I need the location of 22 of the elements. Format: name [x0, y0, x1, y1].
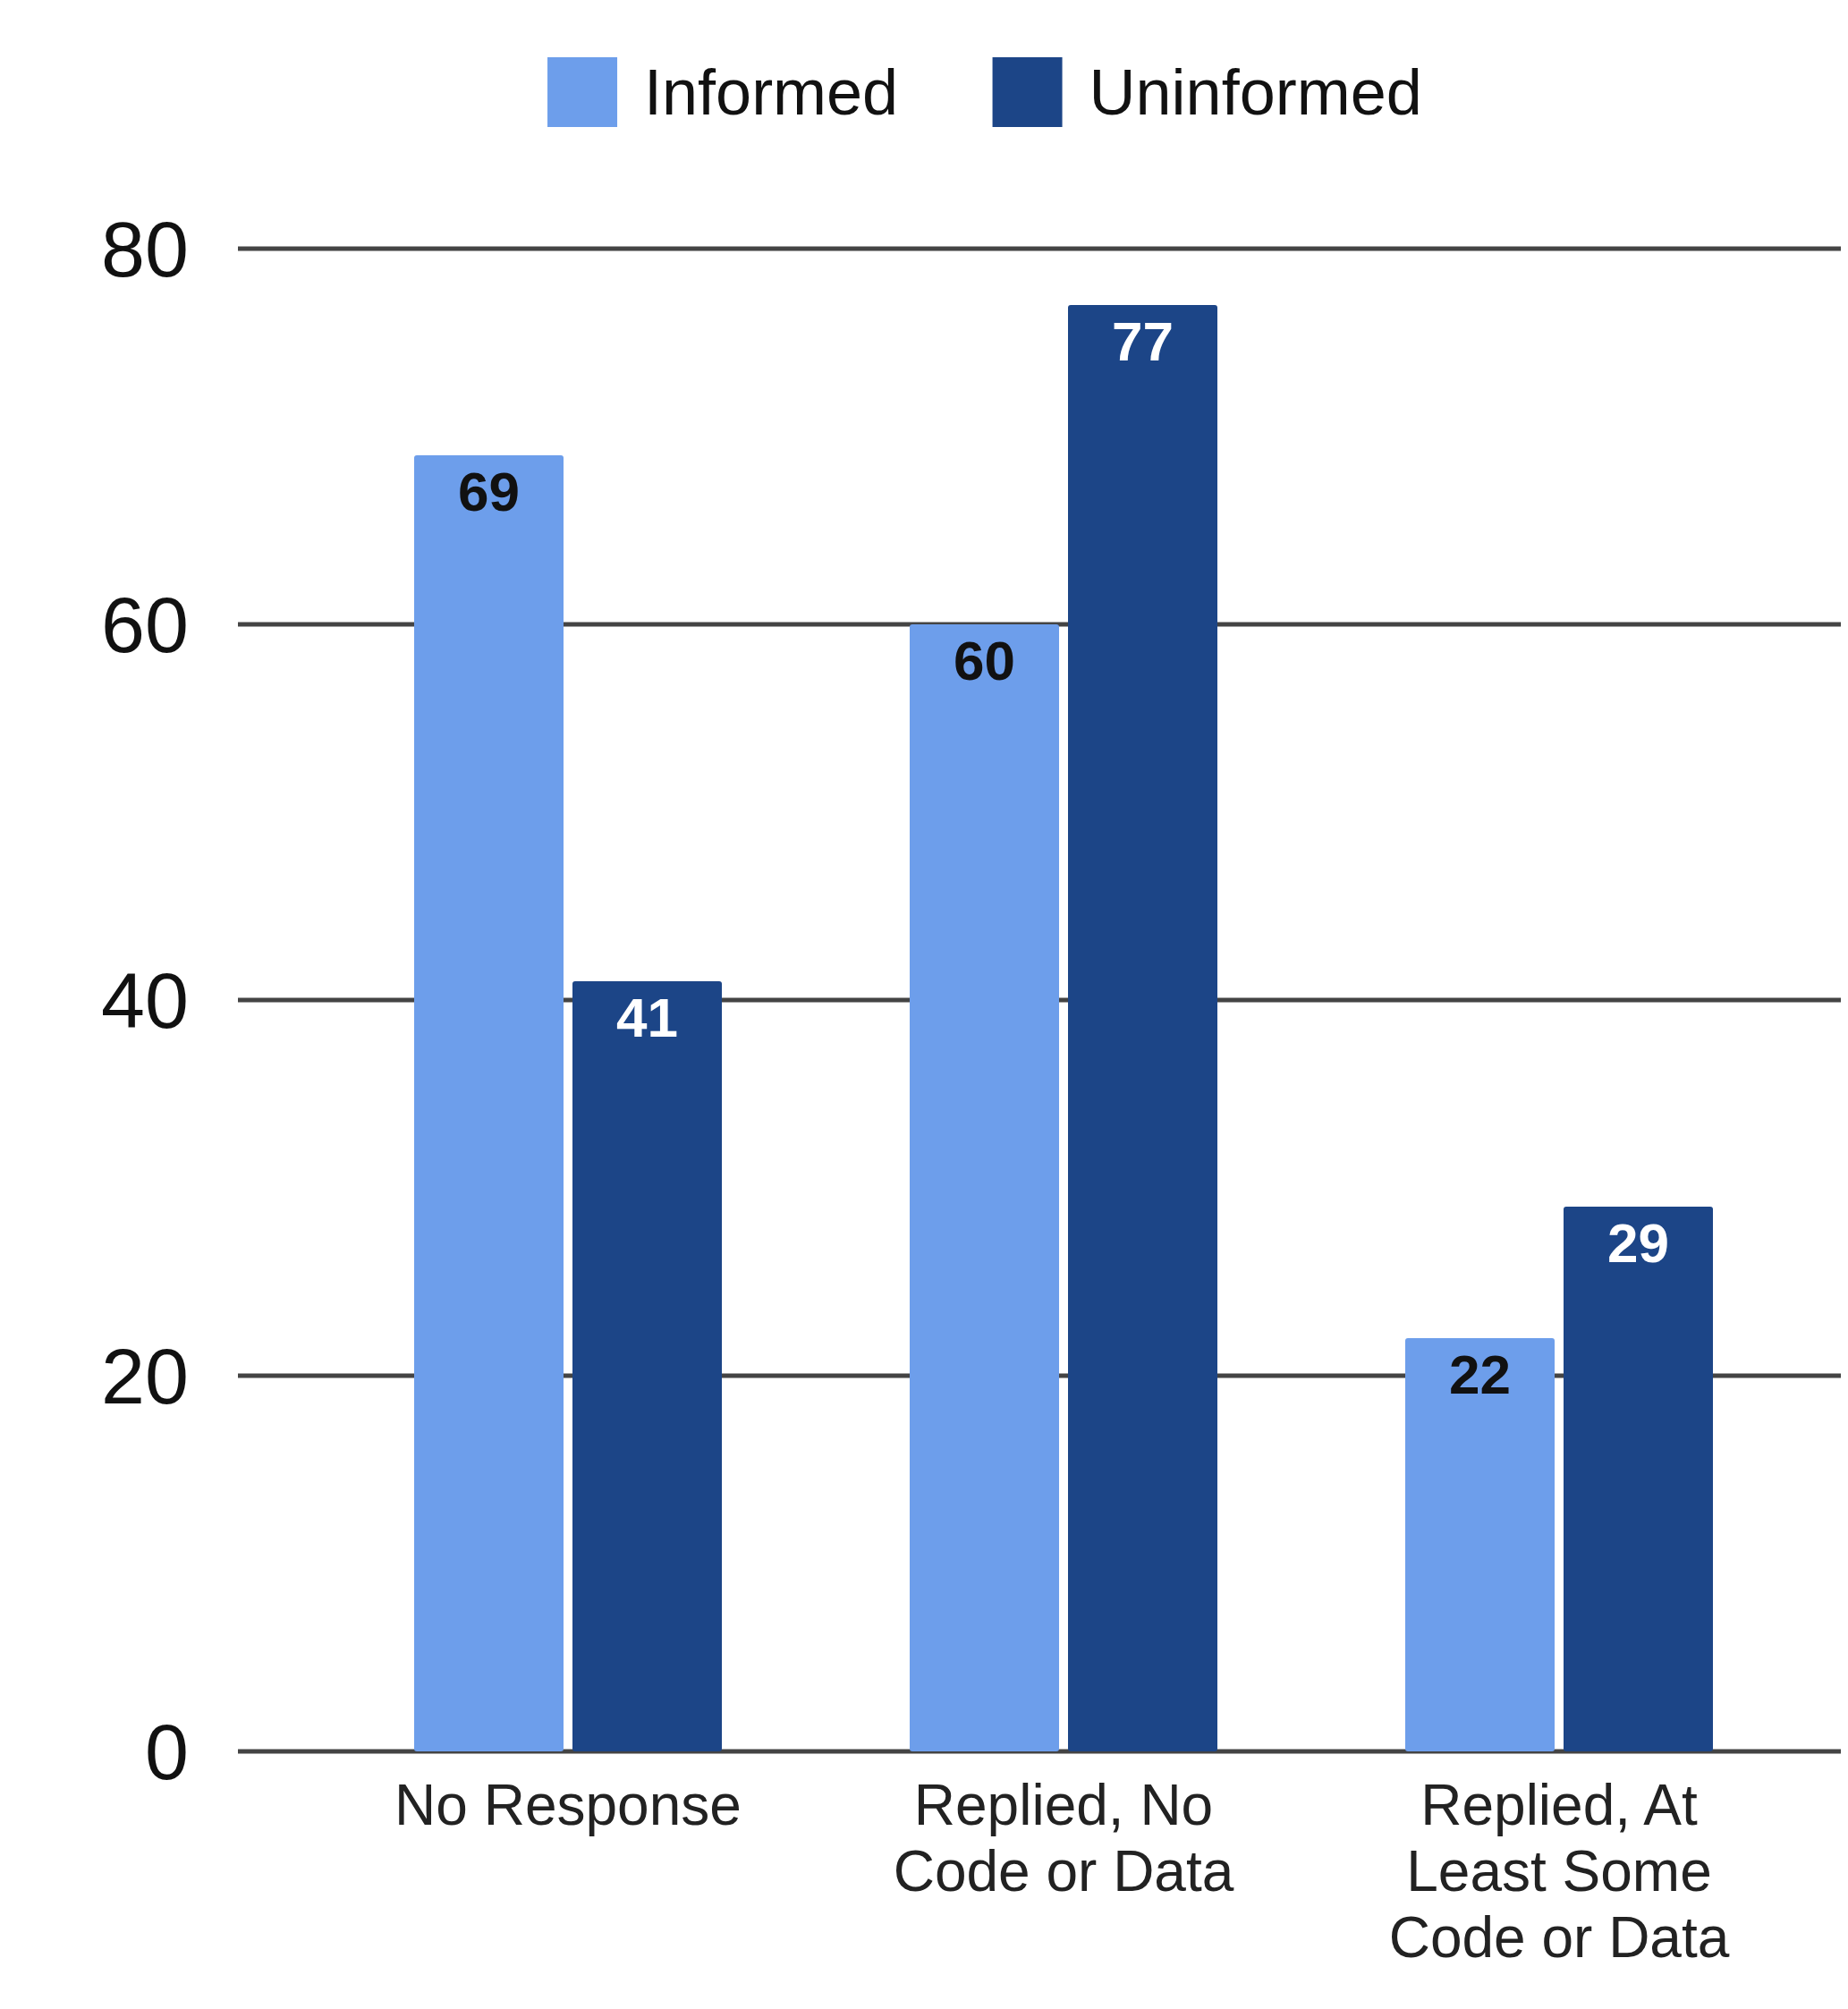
y-tick-label: 60: [101, 580, 189, 669]
y-tick-label: 20: [101, 1331, 189, 1420]
legend-label: Uninformed: [1089, 56, 1422, 129]
x-tick-label: Replied, At Least Some Code or Data: [1388, 1773, 1730, 1970]
bar: [414, 455, 564, 1751]
y-tick-label: 40: [101, 955, 189, 1045]
bar: [1564, 1207, 1713, 1751]
y-tick-label: 80: [101, 204, 189, 293]
x-tick-label: No Response: [394, 1773, 742, 1837]
x-tick-label: Replied, No Code or Data: [893, 1773, 1234, 1903]
data-label: 69: [458, 461, 520, 522]
bar: [910, 624, 1059, 1751]
data-label: 22: [1449, 1344, 1511, 1405]
data-label: 60: [954, 630, 1015, 691]
bar: [572, 981, 722, 1751]
y-tick-label: 0: [145, 1707, 189, 1796]
data-label: 77: [1112, 310, 1174, 372]
legend-label: Informed: [644, 56, 899, 129]
data-label: 29: [1607, 1212, 1669, 1274]
data-label: 41: [616, 987, 678, 1048]
bar: [1068, 305, 1217, 1751]
bar: [1405, 1338, 1555, 1751]
